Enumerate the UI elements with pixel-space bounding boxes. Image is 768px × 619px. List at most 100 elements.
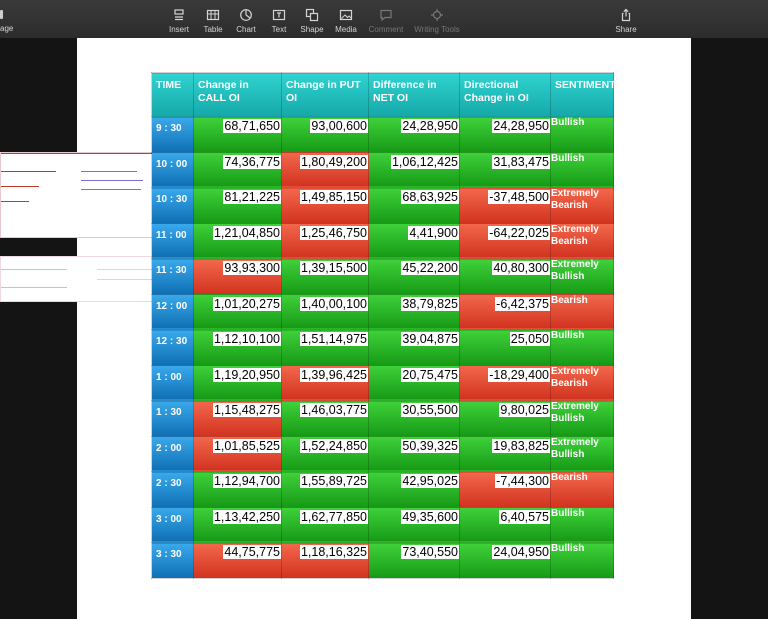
net-oi-cell[interactable]: 50,39,325 bbox=[368, 435, 460, 472]
shape-button[interactable]: Shape bbox=[299, 8, 325, 34]
net-oi-cell[interactable]: 73,40,550 bbox=[368, 542, 460, 579]
call-oi-cell[interactable]: 81,21,225 bbox=[193, 187, 282, 224]
comment-button[interactable]: Comment bbox=[367, 8, 405, 34]
put-oi-cell[interactable]: 1,52,24,850 bbox=[281, 435, 369, 472]
sentiment-cell[interactable]: Bullish bbox=[550, 151, 614, 188]
net-oi-cell[interactable]: 39,04,875 bbox=[368, 329, 460, 366]
time-cell[interactable]: 3 : 00 bbox=[151, 506, 194, 543]
directional-oi-cell[interactable]: 40,80,300 bbox=[459, 258, 551, 295]
table-row[interactable]: 2 : 30 1,12,94,700 1,55,89,725 42,95,025 -7,… bbox=[151, 471, 614, 508]
sentiment-cell[interactable]: Bullish bbox=[550, 506, 614, 543]
put-oi-cell[interactable]: 1,40,00,100 bbox=[281, 293, 369, 330]
time-cell[interactable]: 12 : 00 bbox=[151, 293, 194, 330]
sentiment-cell[interactable]: Bullish bbox=[550, 116, 614, 153]
directional-oi-cell[interactable]: 19,83,825 bbox=[459, 435, 551, 472]
share-button[interactable]: Share bbox=[613, 8, 639, 34]
table-row[interactable]: 11 : 30 93,93,300 1,39,15,500 45,22,200 40,8… bbox=[151, 258, 614, 295]
table-row[interactable]: 12 : 00 1,01,20,275 1,40,00,100 38,79,825 -6… bbox=[151, 293, 614, 330]
time-cell[interactable]: 10 : 30 bbox=[151, 187, 194, 224]
time-cell[interactable]: 10 : 00 bbox=[151, 151, 194, 188]
put-oi-cell[interactable]: 1,39,15,500 bbox=[281, 258, 369, 295]
sentiment-cell[interactable]: Extremely Bullish bbox=[550, 258, 614, 295]
sentiment-cell[interactable]: Extremely Bullish bbox=[550, 400, 614, 437]
time-cell[interactable]: 1 : 30 bbox=[151, 400, 194, 437]
table-row[interactable]: 1 : 00 1,19,20,950 1,39,96,425 20,75,475 -18… bbox=[151, 364, 614, 401]
time-cell[interactable]: 1 : 00 bbox=[151, 364, 194, 401]
time-cell[interactable]: 11 : 00 bbox=[151, 222, 194, 259]
net-oi-cell[interactable]: 4,41,900 bbox=[368, 222, 460, 259]
sentiment-cell[interactable]: Extremely Bearish bbox=[550, 364, 614, 401]
call-oi-cell[interactable]: 1,21,04,850 bbox=[193, 222, 282, 259]
time-cell[interactable]: 2 : 00 bbox=[151, 435, 194, 472]
table-button[interactable]: Table bbox=[201, 8, 225, 34]
directional-oi-cell[interactable]: -7,44,300 bbox=[459, 471, 551, 508]
sentiment-cell[interactable]: Bearish bbox=[550, 293, 614, 330]
directional-oi-cell[interactable]: 25,050 bbox=[459, 329, 551, 366]
put-oi-cell[interactable]: 1,49,85,150 bbox=[281, 187, 369, 224]
directional-oi-cell[interactable]: 6,40,575 bbox=[459, 506, 551, 543]
put-oi-cell[interactable]: 1,25,46,750 bbox=[281, 222, 369, 259]
net-oi-cell[interactable]: 20,75,475 bbox=[368, 364, 460, 401]
call-oi-cell[interactable]: 1,01,20,275 bbox=[193, 293, 282, 330]
writing-tools-button[interactable]: Writing Tools bbox=[413, 8, 461, 34]
put-oi-cell[interactable]: 1,18,16,325 bbox=[281, 542, 369, 579]
net-oi-cell[interactable]: 38,79,825 bbox=[368, 293, 460, 330]
sentiment-cell[interactable]: Bearish bbox=[550, 471, 614, 508]
page-icon[interactable] bbox=[0, 10, 3, 19]
directional-oi-cell[interactable]: -64,22,025 bbox=[459, 222, 551, 259]
call-oi-cell[interactable]: 1,15,48,275 bbox=[193, 400, 282, 437]
table-row[interactable]: 3 : 00 1,13,42,250 1,62,77,850 49,35,600 6,4… bbox=[151, 506, 614, 543]
directional-oi-cell[interactable]: 24,28,950 bbox=[459, 116, 551, 153]
directional-oi-cell[interactable]: -6,42,375 bbox=[459, 293, 551, 330]
sentiment-cell[interactable]: Bullish bbox=[550, 542, 614, 579]
net-oi-cell[interactable]: 45,22,200 bbox=[368, 258, 460, 295]
call-oi-cell[interactable]: 1,12,94,700 bbox=[193, 471, 282, 508]
sentiment-cell[interactable]: Extremely Bullish bbox=[550, 435, 614, 472]
put-oi-cell[interactable]: 93,00,600 bbox=[281, 116, 369, 153]
table-row[interactable]: 3 : 30 44,75,775 1,18,16,325 73,40,550 24,04… bbox=[151, 542, 614, 579]
net-oi-cell[interactable]: 1,06,12,425 bbox=[368, 151, 460, 188]
text-button[interactable]: Text bbox=[267, 8, 291, 34]
net-oi-cell[interactable]: 24,28,950 bbox=[368, 116, 460, 153]
net-oi-cell[interactable]: 49,35,600 bbox=[368, 506, 460, 543]
directional-oi-cell[interactable]: -18,29,400 bbox=[459, 364, 551, 401]
sentiment-cell[interactable]: Extremely Bearish bbox=[550, 187, 614, 224]
chart-button[interactable]: Chart bbox=[234, 8, 258, 34]
directional-oi-cell[interactable]: 24,04,950 bbox=[459, 542, 551, 579]
toolbar-left-label[interactable]: age bbox=[0, 24, 14, 33]
put-oi-cell[interactable]: 1,55,89,725 bbox=[281, 471, 369, 508]
put-oi-cell[interactable]: 1,39,96,425 bbox=[281, 364, 369, 401]
time-cell[interactable]: 12 : 30 bbox=[151, 329, 194, 366]
directional-oi-cell[interactable]: 9,80,025 bbox=[459, 400, 551, 437]
oi-sentiment-table[interactable]: TIME Change in CALL OI Change in PUT OI … bbox=[151, 72, 616, 579]
table-row[interactable]: 10 : 30 81,21,225 1,49,85,150 68,63,925 -37,… bbox=[151, 187, 614, 224]
table-row[interactable]: 2 : 00 1,01,85,525 1,52,24,850 50,39,325 19,… bbox=[151, 435, 614, 472]
net-oi-cell[interactable]: 42,95,025 bbox=[368, 471, 460, 508]
put-oi-cell[interactable]: 1,46,03,775 bbox=[281, 400, 369, 437]
call-oi-cell[interactable]: 44,75,775 bbox=[193, 542, 282, 579]
put-oi-cell[interactable]: 1,80,49,200 bbox=[281, 151, 369, 188]
call-oi-cell[interactable]: 74,36,775 bbox=[193, 151, 282, 188]
time-cell[interactable]: 2 : 30 bbox=[151, 471, 194, 508]
call-oi-cell[interactable]: 1,13,42,250 bbox=[193, 506, 282, 543]
put-oi-cell[interactable]: 1,62,77,850 bbox=[281, 506, 369, 543]
insert-button[interactable]: Insert bbox=[166, 8, 192, 34]
media-button[interactable]: Media bbox=[334, 8, 358, 34]
call-oi-cell[interactable]: 1,12,10,100 bbox=[193, 329, 282, 366]
directional-oi-cell[interactable]: -37,48,500 bbox=[459, 187, 551, 224]
table-row[interactable]: 1 : 30 1,15,48,275 1,46,03,775 30,55,500 9,8… bbox=[151, 400, 614, 437]
put-oi-cell[interactable]: 1,51,14,975 bbox=[281, 329, 369, 366]
directional-oi-cell[interactable]: 31,83,475 bbox=[459, 151, 551, 188]
time-cell[interactable]: 11 : 30 bbox=[151, 258, 194, 295]
call-oi-cell[interactable]: 1,19,20,950 bbox=[193, 364, 282, 401]
call-oi-cell[interactable]: 1,01,85,525 bbox=[193, 435, 282, 472]
table-row[interactable]: 11 : 00 1,21,04,850 1,25,46,750 4,41,900 -64… bbox=[151, 222, 614, 259]
sentiment-cell[interactable]: Extremely Bearish bbox=[550, 222, 614, 259]
time-cell[interactable]: 9 : 30 bbox=[151, 116, 194, 153]
table-row[interactable]: 10 : 00 74,36,775 1,80,49,200 1,06,12,425 31… bbox=[151, 151, 614, 188]
sentiment-cell[interactable]: Bullish bbox=[550, 329, 614, 366]
table-row[interactable]: 12 : 30 1,12,10,100 1,51,14,975 39,04,875 25… bbox=[151, 329, 614, 366]
call-oi-cell[interactable]: 93,93,300 bbox=[193, 258, 282, 295]
net-oi-cell[interactable]: 30,55,500 bbox=[368, 400, 460, 437]
time-cell[interactable]: 3 : 30 bbox=[151, 542, 194, 579]
